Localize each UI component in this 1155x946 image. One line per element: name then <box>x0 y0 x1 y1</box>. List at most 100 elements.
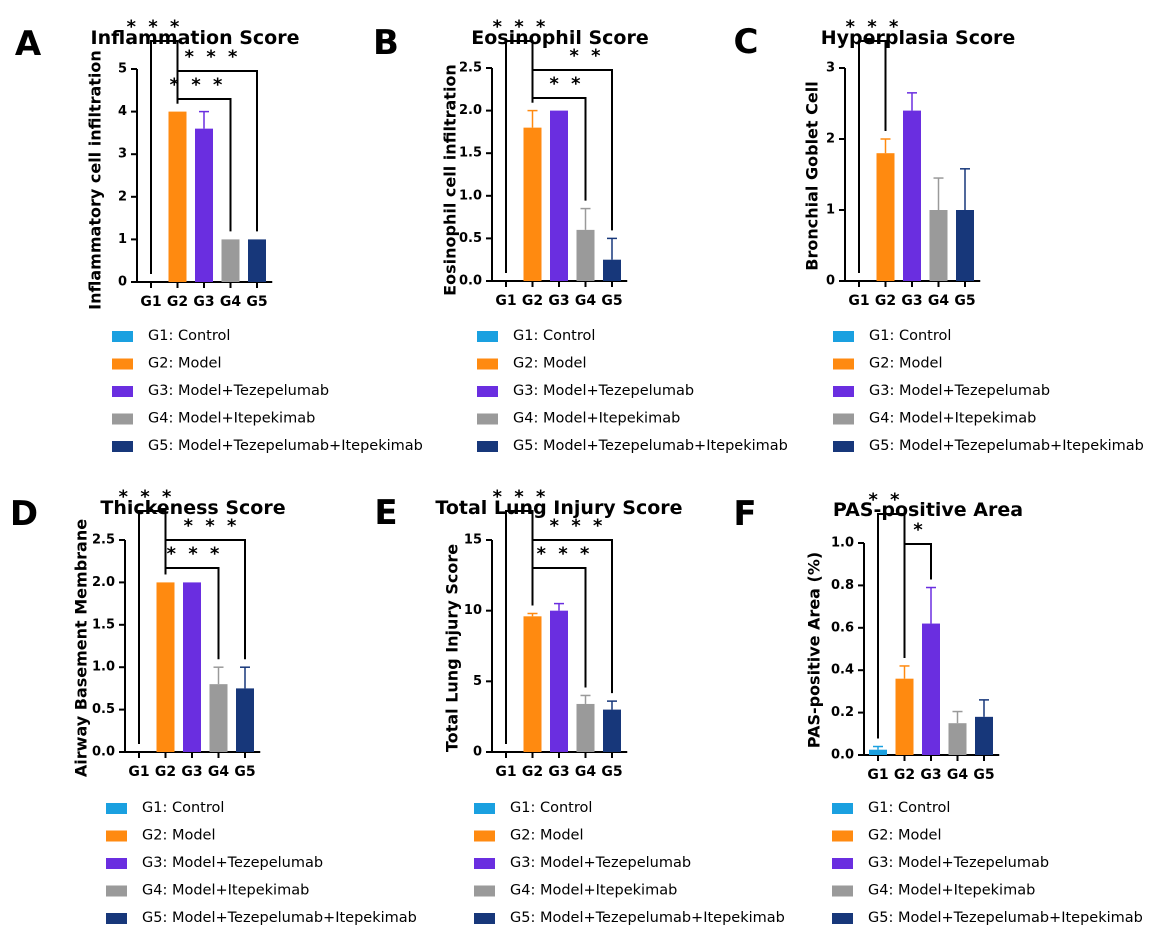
y-tick-label: 0.6 <box>831 620 854 635</box>
panel-d: D Thickeness Score Airway Basement Membran… <box>10 487 417 927</box>
legend: G1: Control G2: Model G3: Model+Tezepeluma… <box>832 800 1143 926</box>
panel-letter: A <box>15 24 42 64</box>
y-axis-label: PAS-positive Area (%) <box>805 552 824 748</box>
bar-g4 <box>948 723 967 755</box>
panel-letter: B <box>373 23 399 63</box>
legend-swatch-g1 <box>112 331 133 342</box>
bar-g3 <box>550 110 568 281</box>
x-tick-label: G2 <box>894 767 915 783</box>
y-tick-label: 4 <box>118 104 127 119</box>
significance-label: * * <box>549 74 582 95</box>
y-tick-label: 1.5 <box>459 146 482 161</box>
legend-label: G5: Model+Tezepelumab+Itepekimab <box>869 438 1144 454</box>
legend-swatch-g2 <box>474 830 495 842</box>
legend: G1: Control G2: Model G3: Model+Tezepeluma… <box>112 328 423 454</box>
panel-letter: E <box>374 493 397 533</box>
x-tick-label: G4 <box>575 764 596 780</box>
legend-swatch-g2 <box>106 830 127 842</box>
x-tick-label: G4 <box>575 293 596 309</box>
legend-swatch-g5 <box>474 913 495 924</box>
significance-label: * * * <box>536 544 590 565</box>
x-tick-label: G2 <box>167 294 188 310</box>
x-tick-label: G5 <box>601 764 622 780</box>
legend-label: G4: Model+Itepekimab <box>142 883 309 899</box>
bar-g5 <box>956 210 974 281</box>
chart-title: Hyperplasia Score <box>821 27 1016 49</box>
x-tick-label: G4 <box>220 294 241 310</box>
legend-swatch-g1 <box>477 331 498 342</box>
y-tick-label: 0.0 <box>92 745 115 760</box>
y-tick-label: 0.5 <box>92 702 115 717</box>
legend-label: G5: Model+Tezepelumab+Itepekimab <box>142 910 417 926</box>
x-tick-label: G1 <box>140 294 161 310</box>
x-tick-label: G1 <box>128 764 149 780</box>
y-tick-label: 3 <box>826 61 835 76</box>
chart-title: Eosinophil Score <box>471 27 648 49</box>
legend-swatch-g4 <box>112 413 133 425</box>
legend-label: G4: Model+Itepekimab <box>510 883 677 899</box>
legend-label: G3: Model+Tezepelumab <box>148 383 329 399</box>
bar-g4 <box>929 210 948 281</box>
x-tick-label: G5 <box>973 767 994 783</box>
y-tick-label: 0 <box>118 275 127 290</box>
chart-title: Total Lung Injury Score <box>435 497 682 519</box>
y-tick-label: 2.5 <box>92 533 115 548</box>
significance-bracket <box>531 97 587 201</box>
x-tick-label: G1 <box>495 293 516 309</box>
x-tick-label: G3 <box>548 764 569 780</box>
x-tick-label: G2 <box>875 293 896 309</box>
significance-label: * * * <box>492 17 546 38</box>
legend-label: G5: Model+Tezepelumab+Itepekimab <box>148 438 423 454</box>
legend-swatch-g1 <box>106 803 127 814</box>
significance-label: * * <box>569 46 602 67</box>
legend-label: G3: Model+Tezepelumab <box>142 855 323 871</box>
legend-swatch-g3 <box>474 858 495 869</box>
legend-swatch-g4 <box>833 413 854 425</box>
legend-label: G4: Model+Itepekimab <box>869 411 1036 427</box>
legend-label: G3: Model+Tezepelumab <box>869 383 1050 399</box>
y-axis-label: Eosinophil cell infiltration <box>441 64 460 296</box>
x-tick-label: G5 <box>246 294 267 310</box>
y-tick-label: 0.0 <box>459 274 482 289</box>
y-tick-label: 1.5 <box>92 617 115 632</box>
bar-g5 <box>603 259 621 281</box>
significance-bracket <box>903 543 932 580</box>
panel-f: F PAS-positive Area PAS-positive Area (%) 0… <box>733 490 1142 927</box>
y-tick-label: 1.0 <box>92 660 115 675</box>
y-tick-label: 0.8 <box>831 578 854 593</box>
legend-label: G4: Model+Itepekimab <box>513 411 680 427</box>
x-tick-label: G1 <box>495 764 516 780</box>
legend-label: G4: Model+Itepekimab <box>868 883 1035 899</box>
y-axis-label: Bronchial Goblet Cell <box>803 81 822 270</box>
bar-g3 <box>922 623 940 755</box>
legend-label: G2: Model <box>510 828 584 844</box>
legend-swatch-g2 <box>833 358 854 370</box>
y-axis-label: Inflammatory cell infiltration <box>86 50 105 310</box>
significance-bracket <box>531 539 613 694</box>
y-tick-label: 2 <box>826 132 835 147</box>
significance-bracket <box>164 539 246 660</box>
chart-title: Inflammation Score <box>91 27 300 49</box>
legend-label: G2: Model <box>142 828 216 844</box>
bar-g2 <box>156 582 175 752</box>
legend-swatch-g3 <box>477 386 498 397</box>
legend-swatch-g3 <box>112 386 133 397</box>
significance-label: * * * <box>492 487 546 508</box>
x-tick-label: G5 <box>954 293 975 309</box>
legend-swatch-g5 <box>106 913 127 924</box>
y-axis-label: Airway Basement Membrane <box>72 519 91 777</box>
significance-bracket <box>877 513 906 739</box>
y-tick-label: 2.0 <box>459 103 482 118</box>
bar-g4 <box>576 703 595 752</box>
legend-swatch-g1 <box>474 803 495 814</box>
bar-g2 <box>523 616 542 752</box>
y-tick-label: 1.0 <box>831 536 854 551</box>
legend-swatch-g5 <box>477 441 498 452</box>
significance-label: * <box>913 520 924 541</box>
y-tick-label: 2.0 <box>92 575 115 590</box>
legend-swatch-g2 <box>477 358 498 370</box>
chart-title: Thickeness Score <box>100 497 285 519</box>
panel-letter: F <box>733 494 756 534</box>
significance-bracket <box>858 40 887 273</box>
legend-label: G3: Model+Tezepelumab <box>868 855 1049 871</box>
